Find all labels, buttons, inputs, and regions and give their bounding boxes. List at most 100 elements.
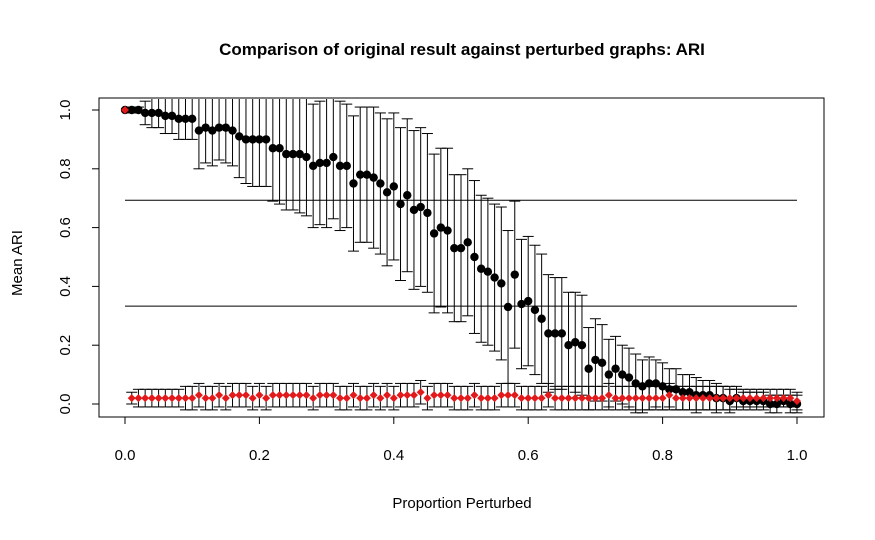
y-axis: 0.0 0.2 0.4 0.6 0.8 1.0 [57,100,100,415]
data-point [665,391,674,400]
data-point [409,391,418,400]
data-point [490,273,499,282]
data-point [685,388,694,397]
data-point [174,114,183,124]
data-point [141,394,150,403]
data-point [786,394,795,403]
data-point [154,108,163,118]
data-point [477,394,486,403]
data-point [403,191,412,200]
data-point [336,394,345,403]
data-point [214,123,224,132]
data-point [611,364,620,373]
data-point [524,394,533,403]
series-1 [126,99,803,414]
data-point [456,243,466,253]
data-point [671,385,681,394]
x-axis-label: Proportion Perturbed [392,495,531,512]
y-tick-label: 0.0 [57,394,74,415]
x-tick-label: 0.6 [518,447,539,464]
data-point [779,394,788,403]
data-point [349,391,358,400]
x-tick-label: 0.2 [249,447,270,464]
data-point [383,391,392,400]
data-point [719,394,728,403]
data-point [483,267,493,276]
data-point [248,394,257,403]
data-point [611,394,620,403]
data-point [241,135,251,144]
data-point [295,391,304,400]
data-point [604,391,613,400]
data-point [268,144,278,153]
data-point [665,385,674,394]
data-point [282,149,291,159]
data-point [181,114,190,124]
data-point [644,379,654,388]
data-point [577,394,586,403]
data-point [295,149,304,159]
data-point [188,114,197,124]
data-point [463,394,472,403]
data-point [598,394,607,403]
x-tick-label: 1.0 [787,447,808,464]
data-point [248,135,257,144]
data-point [362,170,372,179]
data-point [712,394,721,403]
data-point [208,394,217,403]
data-point [497,391,506,400]
data-point [672,394,681,403]
data-point [651,394,660,403]
data-point [147,108,157,118]
data-point [591,394,600,403]
data-point [766,394,775,403]
data-point [645,394,654,403]
data-point [550,329,560,338]
data-point [127,394,136,403]
data-point [470,252,479,262]
y-tick-label: 1.0 [57,100,74,121]
data-point [167,111,177,121]
data-point [356,394,365,403]
y-tick-label: 0.6 [57,217,74,238]
x-axis: 0.0 0.2 0.4 0.6 0.8 1.0 [115,416,808,464]
data-point [309,394,318,403]
x-tick-label: 0.0 [115,447,136,464]
data-point [517,299,526,309]
data-point [450,243,459,253]
data-point [490,394,499,403]
data-point [255,135,264,144]
data-point [416,202,425,212]
data-point [497,279,506,288]
data-point [423,394,432,403]
data-point [638,394,647,403]
data-point [745,394,754,403]
data-point [342,161,351,171]
data-point [221,123,230,132]
data-point [759,394,768,403]
data-point [772,399,782,409]
data-point [618,370,627,379]
data-point [289,391,297,400]
data-point [121,106,129,114]
data-point [752,394,761,403]
data-point [208,126,217,135]
data-point [517,394,526,403]
data-point [268,391,277,400]
data-point [255,391,264,400]
data-point [584,394,593,403]
data-point [161,394,170,403]
data-point [483,394,492,403]
data-point [174,394,183,403]
data-point [134,394,143,403]
data-point [389,394,398,403]
data-point [215,391,224,400]
data-point [429,229,439,238]
data-point [436,223,446,232]
data-point [416,388,425,397]
data-point [571,394,580,403]
data-point [504,391,513,400]
data-point [235,391,244,400]
data-point [188,394,197,403]
data-point [658,382,667,391]
